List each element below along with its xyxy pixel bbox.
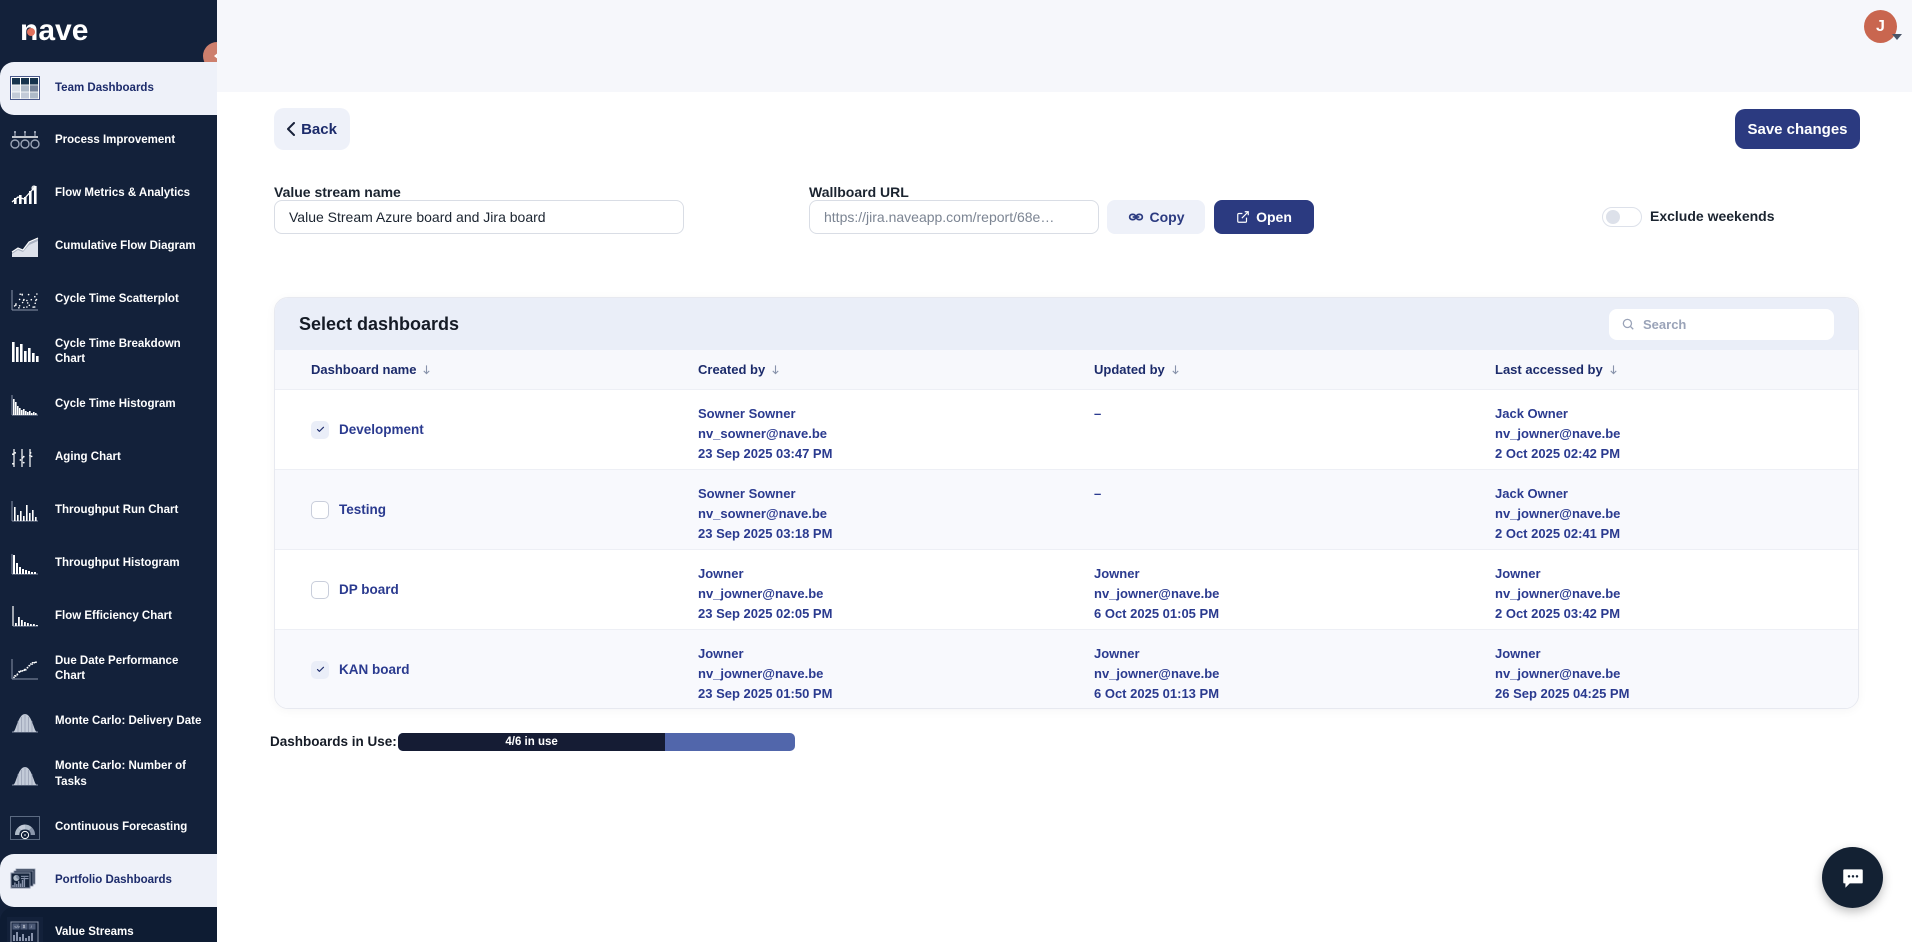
svg-text:</>: </> — [14, 924, 20, 929]
